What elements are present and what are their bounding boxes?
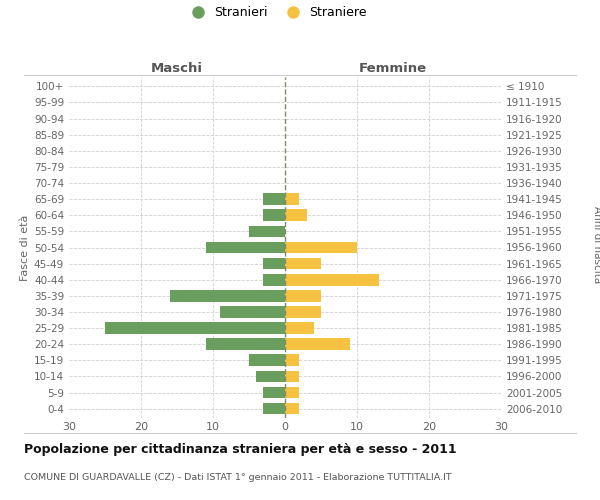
Bar <box>249 226 285 237</box>
Bar <box>285 194 299 205</box>
Bar <box>285 338 350 350</box>
Bar <box>206 242 285 254</box>
Bar <box>206 338 285 350</box>
Bar <box>263 386 285 398</box>
Bar <box>256 370 285 382</box>
Bar <box>285 258 321 270</box>
Bar <box>263 210 285 221</box>
Bar <box>285 210 307 221</box>
Bar <box>285 306 321 318</box>
Bar <box>220 306 285 318</box>
Text: COMUNE DI GUARDAVALLE (CZ) - Dati ISTAT 1° gennaio 2011 - Elaborazione TUTTITALI: COMUNE DI GUARDAVALLE (CZ) - Dati ISTAT … <box>24 472 452 482</box>
Bar <box>105 322 285 334</box>
Bar <box>285 370 299 382</box>
Bar <box>170 290 285 302</box>
Bar <box>285 354 299 366</box>
Bar <box>285 290 321 302</box>
Bar <box>285 242 357 254</box>
Bar <box>249 354 285 366</box>
Bar <box>263 274 285 285</box>
Bar <box>285 322 314 334</box>
Bar <box>263 403 285 414</box>
Bar <box>285 386 299 398</box>
Bar <box>263 194 285 205</box>
Text: Femmine: Femmine <box>359 62 427 75</box>
Bar <box>285 274 379 285</box>
Legend: Stranieri, Straniere: Stranieri, Straniere <box>181 1 371 24</box>
Text: Popolazione per cittadinanza straniera per età e sesso - 2011: Popolazione per cittadinanza straniera p… <box>24 442 457 456</box>
Text: Anni di nascita: Anni di nascita <box>592 206 600 284</box>
Bar <box>285 403 299 414</box>
Text: Maschi: Maschi <box>151 62 203 75</box>
Y-axis label: Fasce di età: Fasce di età <box>20 214 30 280</box>
Bar <box>263 258 285 270</box>
